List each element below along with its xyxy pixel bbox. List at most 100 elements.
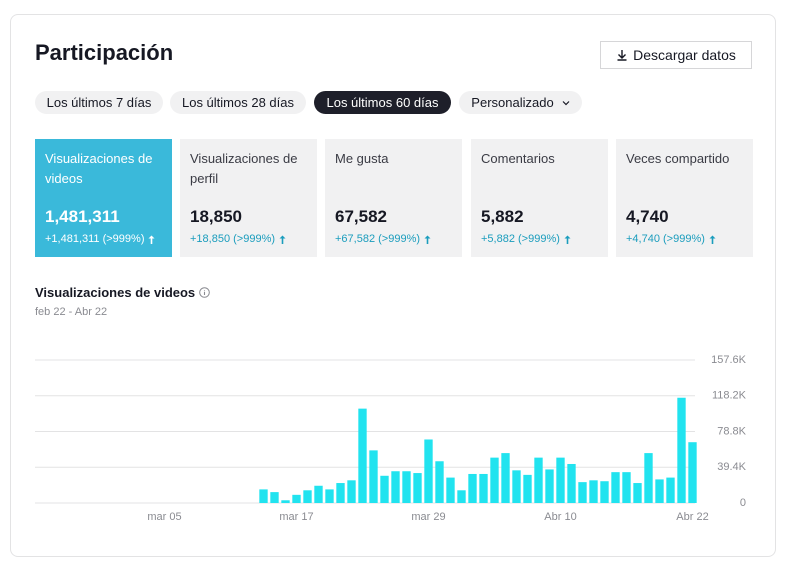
bar bbox=[633, 483, 642, 503]
up-arrow bbox=[709, 235, 716, 244]
x-tick-label: Abr 22 bbox=[676, 511, 708, 523]
metric-card[interactable]: Comentarios 5,882 +5,882 (>999%) bbox=[471, 139, 608, 257]
up-arrow bbox=[148, 235, 155, 244]
bar bbox=[435, 461, 444, 503]
tab[interactable]: Los últimos 60 días bbox=[314, 91, 451, 114]
up-arrow bbox=[279, 235, 286, 244]
download-icon bbox=[617, 50, 627, 61]
chart-title-row: Visualizaciones de videos bbox=[35, 285, 210, 300]
metric-label: Veces compartido bbox=[626, 151, 730, 166]
bar bbox=[369, 450, 378, 503]
metric-card[interactable]: Visualizaciones de videos 1,481,311 +1,481… bbox=[35, 139, 172, 257]
up-arrow bbox=[424, 235, 431, 244]
bar bbox=[578, 482, 587, 503]
bar bbox=[655, 479, 664, 503]
tab-label: Los últimos 7 días bbox=[46, 95, 152, 110]
bar bbox=[556, 457, 565, 503]
metric-change-row: +67,582 (>999%) bbox=[335, 233, 452, 245]
bar bbox=[314, 485, 323, 503]
bar bbox=[292, 494, 301, 503]
metric-change-row: +1,481,311 (>999%) bbox=[45, 233, 162, 245]
tab-label: Los últimos 60 días bbox=[326, 95, 439, 110]
x-tick-label: mar 29 bbox=[411, 511, 445, 523]
bar bbox=[688, 442, 697, 503]
y-tick-label: 39.4K bbox=[717, 461, 746, 473]
y-tick-label: 157.6K bbox=[711, 354, 747, 366]
tab-label: Los últimos 28 días bbox=[181, 95, 294, 110]
metric-change: +18,850 (>999%) bbox=[190, 233, 276, 245]
metric-label: Visualizaciones de videos bbox=[45, 151, 153, 186]
chart-title: Visualizaciones de videos bbox=[35, 285, 196, 300]
metric-label: Comentarios bbox=[481, 151, 555, 166]
bar bbox=[501, 453, 510, 503]
bar bbox=[270, 492, 279, 503]
metric-change-row: +5,882 (>999%) bbox=[481, 233, 598, 245]
bar bbox=[446, 477, 455, 503]
bar bbox=[303, 490, 312, 503]
y-tick-label: 78.8K bbox=[717, 425, 746, 437]
chart-subtitle: feb 22 - Abr 22 bbox=[35, 306, 108, 318]
metric-value: 18,850 bbox=[190, 207, 242, 226]
bar bbox=[413, 473, 422, 503]
download-label: Descargar datos bbox=[633, 47, 736, 63]
bar bbox=[468, 473, 477, 503]
bar bbox=[611, 472, 620, 503]
bar bbox=[567, 463, 576, 503]
metric-value: 5,882 bbox=[481, 207, 524, 226]
bar bbox=[600, 481, 609, 503]
tab-label: Personalizado bbox=[471, 95, 554, 110]
y-tick-label: 0 bbox=[740, 497, 746, 509]
bar bbox=[281, 500, 290, 503]
bar bbox=[677, 397, 686, 503]
metric-change-row: +4,740 (>999%) bbox=[626, 233, 743, 245]
metric-change-row: +18,850 (>999%) bbox=[190, 233, 307, 245]
bar bbox=[512, 470, 521, 503]
y-tick-label: 118.2K bbox=[712, 390, 747, 402]
metric-change: +4,740 (>999%) bbox=[626, 233, 705, 245]
bar bbox=[523, 474, 532, 503]
metric-value: 4,740 bbox=[626, 207, 669, 226]
metric-change: +1,481,311 (>999%) bbox=[45, 233, 145, 245]
metric-value: 67,582 bbox=[335, 207, 387, 226]
bar bbox=[589, 480, 598, 503]
x-tick-label: Abr 10 bbox=[544, 511, 576, 523]
bar bbox=[479, 473, 488, 503]
bar bbox=[347, 480, 356, 503]
up-arrow bbox=[564, 235, 571, 244]
bar bbox=[490, 457, 499, 503]
x-tick-label: mar 17 bbox=[279, 511, 313, 523]
bar bbox=[336, 483, 345, 503]
metric-label: Me gusta bbox=[335, 151, 389, 166]
bar bbox=[358, 408, 367, 503]
bar bbox=[545, 469, 554, 503]
bar bbox=[259, 489, 268, 503]
bar bbox=[534, 457, 543, 503]
info-icon[interactable] bbox=[199, 287, 210, 298]
bar bbox=[402, 471, 411, 503]
metric-change: +67,582 (>999%) bbox=[335, 233, 421, 245]
tab[interactable]: Los últimos 28 días bbox=[170, 91, 306, 114]
bar bbox=[380, 475, 389, 503]
bar bbox=[391, 471, 400, 503]
metric-change: +5,882 (>999%) bbox=[481, 233, 560, 245]
chevron bbox=[562, 100, 570, 105]
metric-card[interactable]: Veces compartido 4,740 +4,740 (>999%) bbox=[616, 139, 753, 257]
bar bbox=[666, 477, 675, 503]
download-button[interactable]: Descargar datos bbox=[600, 41, 752, 69]
bar bbox=[622, 472, 631, 503]
tab[interactable]: Personalizado bbox=[459, 91, 582, 114]
metric-card[interactable]: Me gusta 67,582 +67,582 (>999%) bbox=[325, 139, 462, 257]
panel bbox=[10, 14, 776, 557]
metric-value: 1,481,311 bbox=[45, 207, 120, 226]
bar bbox=[644, 453, 653, 503]
bar bbox=[457, 490, 466, 503]
x-tick-label: mar 05 bbox=[147, 511, 181, 523]
metric-card[interactable]: Visualizaciones de perfil 18,850 +18,850 (… bbox=[180, 139, 317, 257]
tab[interactable]: Los últimos 7 días bbox=[35, 91, 163, 114]
metric-label: Visualizaciones de perfil bbox=[190, 151, 298, 186]
bar bbox=[424, 439, 433, 503]
bar bbox=[325, 489, 334, 503]
title: Participación bbox=[35, 40, 174, 65]
